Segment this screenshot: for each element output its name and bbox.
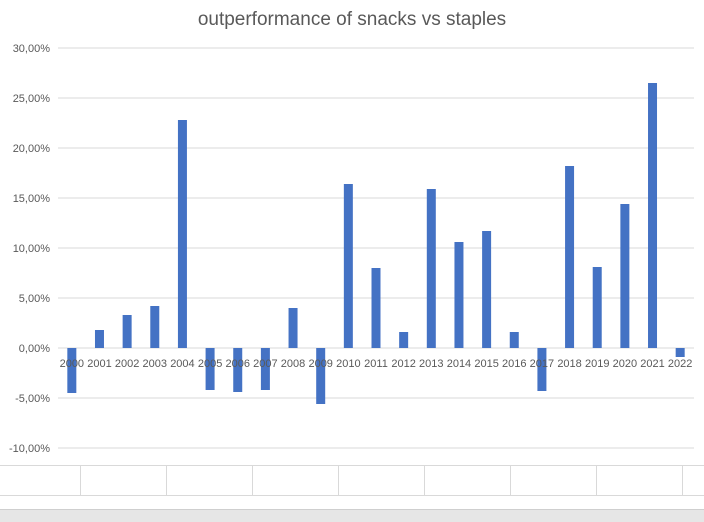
x-axis-ticks: 2000 2001 2002 2003 2004 2005 2006 2007 2008 2009… — [60, 358, 693, 370]
bar-2018 — [565, 166, 575, 348]
y-tick-label: 5,00% — [19, 293, 50, 305]
bar-2007 — [260, 348, 270, 390]
y-tick-label: 20,00% — [13, 143, 51, 155]
bar-2003 — [150, 306, 160, 348]
bar-2004 — [177, 120, 187, 348]
bar-2008 — [288, 308, 298, 348]
chart-area: outperformance of snacks vs staples 30,0… — [9, 9, 694, 455]
x-tick-label: 2008 — [281, 358, 305, 370]
x-tick-label: 2022 — [668, 358, 692, 370]
bar-2020 — [620, 204, 630, 348]
bar-2005 — [205, 348, 215, 390]
x-tick-label: 2011 — [364, 358, 388, 370]
y-tick-label: 25,00% — [13, 93, 51, 105]
bar-2002 — [122, 315, 132, 348]
y-tick-label: 10,00% — [13, 243, 51, 255]
bar-2009 — [316, 348, 326, 404]
chart-title: outperformance of snacks vs staples — [198, 9, 506, 30]
bar-2006 — [233, 348, 243, 392]
x-tick-label: 2021 — [640, 358, 664, 370]
x-tick-label: 2010 — [336, 358, 360, 370]
x-tick-label: 2017 — [530, 358, 554, 370]
bar-2019 — [592, 267, 602, 348]
x-tick-label: 2006 — [225, 358, 249, 370]
sheet-col-line — [166, 465, 167, 495]
sheet-col-line — [252, 465, 253, 495]
bar-2022 — [675, 348, 685, 357]
bar-2015 — [482, 231, 492, 348]
spreadsheet-grid — [0, 465, 704, 522]
sheet-col-line — [682, 465, 683, 495]
x-tick-label: 2015 — [474, 358, 498, 370]
x-tick-label: 2000 — [60, 358, 84, 370]
bar-2016 — [509, 332, 519, 348]
x-tick-label: 2005 — [198, 358, 222, 370]
bar-2000 — [67, 348, 77, 393]
y-tick-label: 15,00% — [13, 193, 51, 205]
y-axis-ticks: 30,00% 25,00% 20,00% 15,00% 10,00% 5,00% 0,00%… — [9, 43, 50, 455]
x-tick-label: 2007 — [253, 358, 277, 370]
x-tick-label: 2004 — [170, 358, 194, 370]
bar-2013 — [426, 189, 436, 348]
sheet-tab-bar[interactable] — [0, 509, 704, 522]
x-tick-label: 2003 — [143, 358, 167, 370]
x-tick-label: 2001 — [87, 358, 111, 370]
y-tick-label: -10,00% — [9, 443, 50, 455]
bar-2017 — [537, 348, 547, 391]
x-tick-label: 2012 — [391, 358, 415, 370]
y-tick-label: -5,00% — [15, 393, 50, 405]
x-tick-label: 2016 — [502, 358, 526, 370]
x-tick-label: 2019 — [585, 358, 609, 370]
x-tick-label: 2009 — [308, 358, 332, 370]
y-tick-label: 30,00% — [13, 43, 51, 55]
x-tick-label: 2013 — [419, 358, 443, 370]
x-tick-label: 2002 — [115, 358, 139, 370]
bar-2010 — [343, 184, 353, 348]
sheet-col-line — [338, 465, 339, 495]
sheet-col-line — [510, 465, 511, 495]
gridlines — [58, 47, 694, 449]
sheet-col-line — [424, 465, 425, 495]
x-tick-label: 2018 — [557, 358, 581, 370]
sheet-col-line — [596, 465, 597, 495]
bar-chart: outperformance of snacks vs staples 30,0… — [9, 9, 694, 455]
x-tick-label: 2014 — [447, 358, 471, 370]
sheet-col-line — [80, 465, 81, 495]
bar-2021 — [648, 83, 658, 348]
bar-2001 — [94, 330, 104, 348]
bar-2011 — [371, 268, 381, 348]
bars — [67, 83, 685, 404]
sheet-row-line — [0, 465, 704, 466]
x-tick-label: 2020 — [613, 358, 637, 370]
y-tick-label: 0,00% — [19, 343, 50, 355]
bar-2014 — [454, 242, 464, 348]
sheet-row-line — [0, 495, 704, 496]
bar-2012 — [399, 332, 409, 348]
